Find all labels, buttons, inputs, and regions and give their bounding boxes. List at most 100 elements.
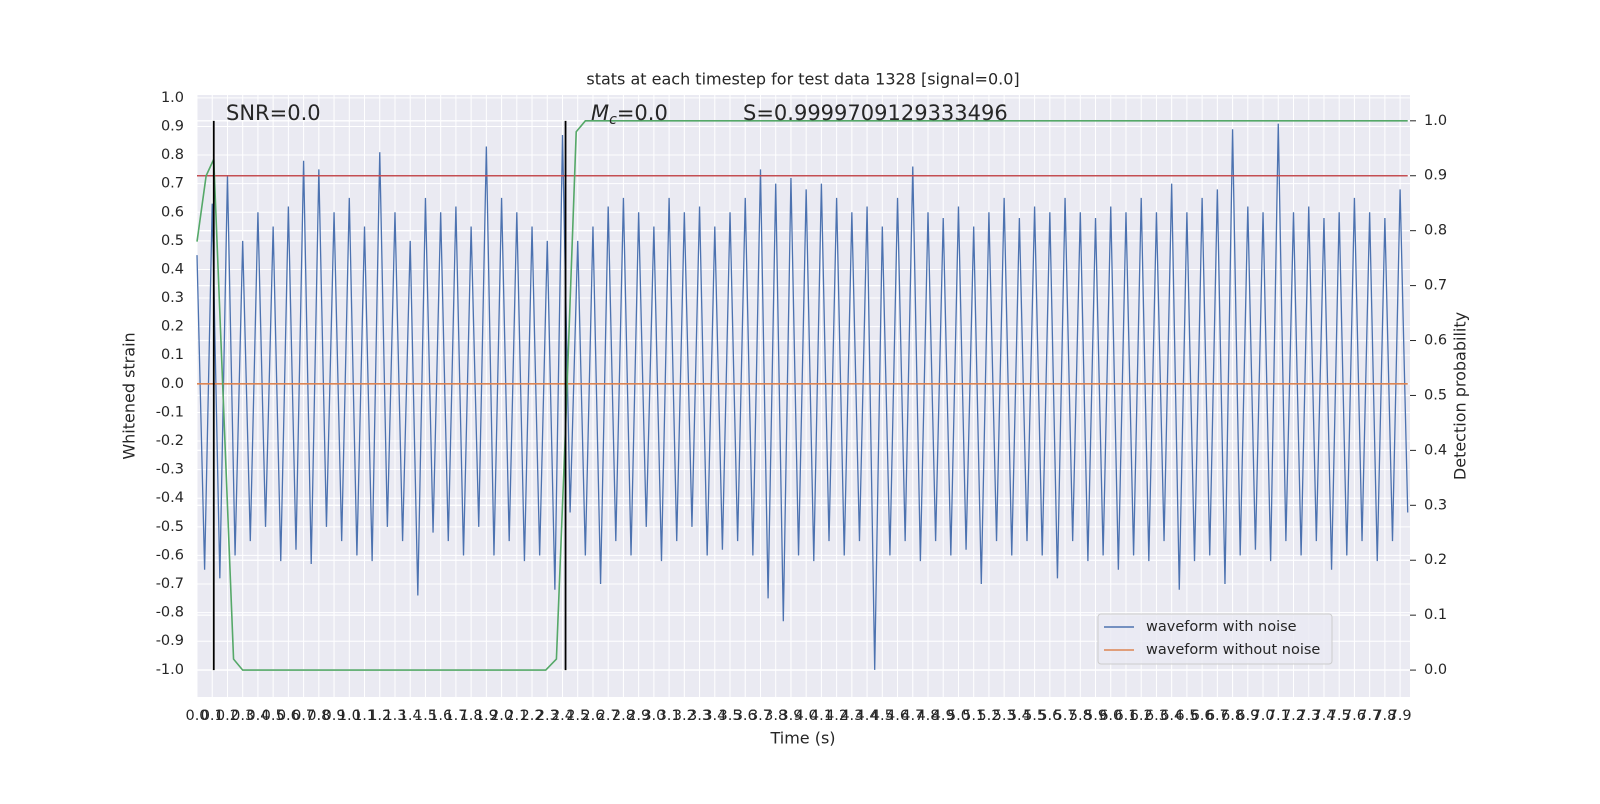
x-tick-label: 5.5	[1023, 708, 1046, 724]
annotation-part: =0.0	[617, 101, 668, 125]
y2-tick-label: 0.7	[1424, 278, 1447, 294]
marks	[196, 120, 1409, 671]
x-tick-label: 5.3	[993, 708, 1016, 724]
x-tick-label: 4.4	[856, 708, 879, 724]
x-tick-label: 5.0	[947, 708, 970, 724]
legend-label: waveform without noise	[1146, 642, 1320, 658]
x-tick-label: 1.3	[383, 708, 406, 724]
y-tick-label: -1.0	[156, 662, 184, 678]
y-tick-label: 0.0	[161, 376, 184, 392]
y2-tick-label: 0.5	[1424, 387, 1447, 403]
y-tick-label: -0.2	[156, 433, 184, 449]
x-tick-label: 1.6	[429, 708, 452, 724]
x-tick-label: 2.1	[505, 708, 528, 724]
x-tick-label: 7.1	[1267, 708, 1290, 724]
y-tick-label: 0.8	[161, 147, 184, 163]
x-tick-label: 3.3	[688, 708, 711, 724]
x-tick-label: 6.5	[1175, 708, 1198, 724]
y-tick-label: 0.3	[161, 290, 184, 306]
x-tick-label: 6.4	[1160, 708, 1183, 724]
y-tick-label: 0.7	[161, 176, 184, 192]
annotation: S=0.9999709129333496	[743, 101, 1008, 125]
x-tick-label: 1.7	[444, 708, 467, 724]
x-tick-label: 2.3	[536, 708, 559, 724]
x-tick-label: 2.0	[490, 708, 513, 724]
x-tick-label: 7.7	[1358, 708, 1381, 724]
y2-tick-label: 0.4	[1424, 442, 1447, 458]
x-tick-label: 7.6	[1343, 708, 1366, 724]
y-tick-label: 0.2	[161, 319, 184, 335]
x-tick-label: 5.1	[962, 708, 985, 724]
annotation-part: M	[591, 101, 609, 125]
y-tick-label: 0.5	[161, 233, 184, 249]
x-tick-label: 4.3	[840, 708, 863, 724]
x-tick-label: 6.3	[1145, 708, 1168, 724]
y-tick-label: 0.4	[161, 261, 184, 277]
x-tick-label: 3.8	[764, 708, 787, 724]
x-tick-label: 3.1	[658, 708, 681, 724]
x-tick-label: 3.7	[749, 708, 772, 724]
y-tick-label: -0.4	[156, 490, 184, 506]
y-tick-label: 0.9	[161, 118, 184, 134]
x-tick-label: 6.6	[1191, 708, 1214, 724]
y-tick-label: 0.6	[161, 204, 184, 220]
y2-axis-label: Detection probability	[1451, 312, 1470, 480]
x-tick-label: 3.0	[642, 708, 665, 724]
y2-tick-label: 0.8	[1424, 223, 1447, 239]
x-tick-label: 4.6	[886, 708, 909, 724]
x-tick-label: 7.9	[1389, 708, 1412, 724]
x-tick-label: 5.7	[1054, 708, 1077, 724]
x-tick-label: 1.8	[460, 708, 483, 724]
x-tick-label: 7.0	[1252, 708, 1275, 724]
x-tick-label: 2.7	[597, 708, 620, 724]
y2-tick-label: 0.6	[1424, 333, 1447, 349]
y-tick-label: 0.1	[161, 347, 184, 363]
x-tick-label: 6.2	[1130, 708, 1153, 724]
x-tick-label: 2.5	[566, 708, 589, 724]
x-tick-label: 2.2	[521, 708, 544, 724]
x-tick-label: 4.5	[871, 708, 894, 724]
x-tick-label: 0.2	[216, 708, 239, 724]
x-tick-label: 5.4	[1008, 708, 1031, 724]
legend: waveform with noise waveform without nois…	[1097, 613, 1333, 665]
x-tick-label: 0.1	[201, 708, 224, 724]
y-tick-label: -0.1	[156, 404, 184, 420]
y-tick-label: -0.7	[156, 576, 184, 592]
series-line	[196, 123, 1409, 670]
x-tick-label: 1.5	[414, 708, 437, 724]
y2-tick-label: 0.0	[1424, 662, 1447, 678]
x-tick-label: 0.7	[292, 708, 315, 724]
x-tick-label: 6.9	[1236, 708, 1259, 724]
legend-box	[1097, 613, 1333, 665]
chart-title: stats at each timestep for test data 132…	[586, 70, 1019, 89]
y-tick-label: -0.3	[156, 462, 184, 478]
y-tick-label: -0.8	[156, 605, 184, 621]
x-tick-label: 7.8	[1373, 708, 1396, 724]
x-tick-label: 6.7	[1206, 708, 1229, 724]
x-tick-label: 3.9	[779, 708, 802, 724]
x-tick-label: 5.6	[1038, 708, 1061, 724]
x-tick-label: 3.6	[734, 708, 757, 724]
x-tick-label: 0.9	[323, 708, 346, 724]
annotation: Mc=0.0	[591, 101, 668, 128]
labels: 0.00.10.20.30.40.50.60.70.80.91.01.11.21…	[156, 90, 1447, 724]
y2-tick-label: 0.2	[1424, 552, 1447, 568]
x-tick-label: 7.4	[1312, 708, 1335, 724]
x-tick-label: 1.0	[338, 708, 361, 724]
x-tick-label: 7.3	[1297, 708, 1320, 724]
x-tick-label: 1.9	[475, 708, 498, 724]
x-tick-label: 7.5	[1328, 708, 1351, 724]
x-tick-label: 1.4	[399, 708, 422, 724]
y-tick-label: -0.5	[156, 519, 184, 535]
x-tick-label: 1.2	[368, 708, 391, 724]
x-tick-label: 0.0	[185, 708, 208, 724]
x-tick-label: 0.6	[277, 708, 300, 724]
x-tick-label: 2.6	[581, 708, 604, 724]
x-tick-label: 5.8	[1069, 708, 1092, 724]
x-tick-label: 0.3	[231, 708, 254, 724]
y2-tick-label: 0.9	[1424, 168, 1447, 184]
x-tick-label: 6.1	[1114, 708, 1137, 724]
x-tick-label: 2.8	[612, 708, 635, 724]
x-tick-label: 4.2	[825, 708, 848, 724]
